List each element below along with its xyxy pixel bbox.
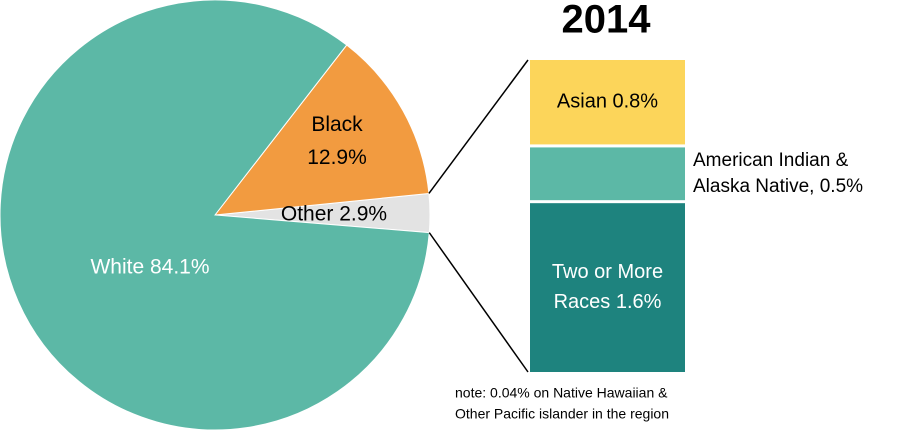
connector bbox=[428, 232, 529, 373]
data-label: 12.9% bbox=[307, 146, 367, 169]
data-label: Alaska Native, 0.5% bbox=[693, 176, 863, 197]
note: note: 0.04% on Native Hawaiian & bbox=[455, 385, 668, 401]
pie-slice bbox=[0, 0, 430, 431]
bar-segment bbox=[530, 60, 685, 145]
data-label: Black bbox=[311, 113, 363, 136]
data-label: Races 1.6% bbox=[554, 291, 662, 313]
data-label: American Indian & bbox=[693, 150, 849, 171]
chart-title: 2014 bbox=[562, 0, 652, 42]
data-label: Asian 0.8% bbox=[557, 90, 658, 112]
data-label: Two or More bbox=[552, 261, 663, 283]
pie-slice bbox=[213, 44, 430, 216]
bar-segment bbox=[530, 147, 685, 201]
data-label: Other 2.9% bbox=[281, 203, 387, 226]
bar-segment bbox=[530, 203, 685, 372]
data-label: White 84.1% bbox=[90, 256, 209, 279]
note: Other Pacific islander in the region bbox=[455, 406, 669, 422]
connector bbox=[428, 59, 529, 194]
